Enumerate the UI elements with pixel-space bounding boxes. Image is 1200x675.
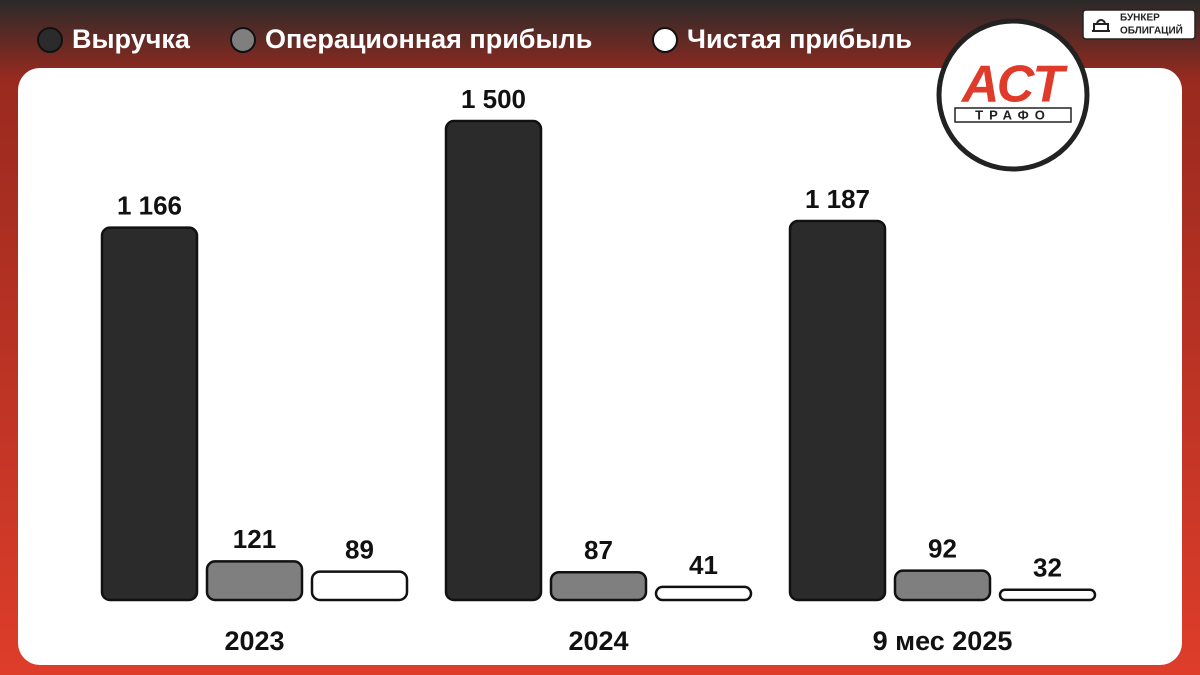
bar [100,226,199,602]
legend-swatch [230,27,256,53]
logo-sub: ТРАФО [975,107,1051,122]
value-label: 41 [689,550,718,580]
value-label: 92 [928,533,957,563]
x-tick-label: 9 мес 2025 [873,626,1013,656]
legend-label: Чистая прибыль [687,24,912,54]
logo: АСТ ТРАФО [936,18,1090,172]
brand-icon [1092,19,1110,32]
bar [444,119,543,602]
brand-line: ОБЛИГАЦИЙ [1120,24,1183,37]
legend-label: Операционная прибыль [265,24,592,54]
legend-label: Выручка [72,24,191,54]
value-label: 32 [1033,553,1062,583]
logo-main: АСТ [960,56,1069,114]
brand: БУНКЕР ОБЛИГАЦИЙ [1082,9,1196,40]
bar [310,570,409,602]
bar [654,585,753,602]
x-tick-label: 2023 [224,626,284,656]
bar [205,560,304,602]
bar [893,569,992,602]
bar [788,219,887,602]
x-tick-label: 2024 [568,626,628,656]
value-label: 89 [345,534,374,564]
bar [998,588,1097,602]
bar [549,570,648,602]
brand-line: БУНКЕР [1120,13,1160,24]
logo-band [954,107,1072,123]
brand-box [1082,9,1196,40]
panel [18,68,1182,665]
value-label: 1 500 [461,84,526,114]
logo-circle [936,18,1090,172]
value-label: 87 [584,535,613,565]
legend-swatch [652,27,678,53]
value-label: 1 166 [117,191,182,221]
value-label: 1 187 [805,184,870,214]
legend-swatch [37,27,63,53]
value-label: 121 [233,524,276,554]
